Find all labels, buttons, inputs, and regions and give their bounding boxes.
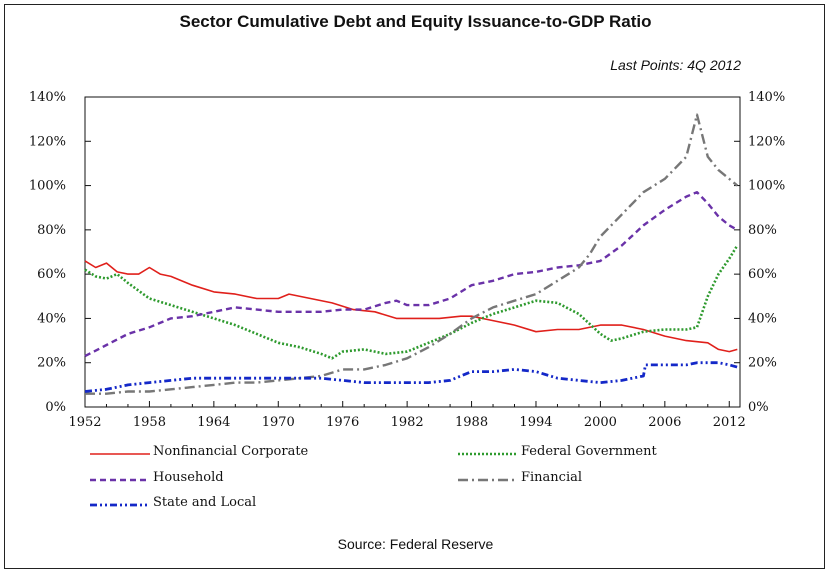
x-tick-label: 1970 [262, 415, 295, 430]
series-line-federal-government [84, 244, 739, 360]
series-layer [84, 113, 739, 395]
x-tick-label: 1976 [326, 415, 359, 430]
x-tick-label: 1958 [133, 415, 166, 430]
y-tick-label-right: 140% [748, 90, 785, 105]
y-tick-label-right: 80% [748, 223, 777, 238]
y-tick-label-right: 100% [748, 179, 785, 194]
x-tick-label: 1952 [68, 415, 101, 430]
y-tick-label-right: 120% [748, 134, 785, 149]
legend-label: Financial [521, 470, 582, 485]
y-tick-label-right: 0% [748, 400, 769, 415]
y-tick-label-left: 100% [29, 179, 66, 194]
x-tick-label: 1982 [391, 415, 424, 430]
chart-subtitle: Last Points: 4Q 2012 [610, 57, 741, 73]
y-tick-label-left: 40% [37, 311, 66, 326]
y-tick-label-right: 40% [748, 311, 777, 326]
x-tick-label: 2006 [648, 415, 681, 430]
x-tick-label: 1964 [197, 415, 230, 430]
series-line-financial [85, 113, 739, 395]
legend: Nonfinancial Corporate Federal Government… [90, 444, 658, 510]
legend-label: Household [153, 470, 224, 485]
y-tick-label-left: 80% [37, 223, 66, 238]
chart-source: Source: Federal Reserve [337, 536, 494, 552]
plot-border [84, 96, 741, 408]
y-tick-label-left: 60% [37, 267, 66, 282]
chart-title: Sector Cumulative Debt and Equity Issuan… [179, 12, 652, 31]
x-tick-label: 1994 [519, 415, 552, 430]
x-tick-label: 2000 [584, 415, 617, 430]
x-tick-label: 1988 [455, 415, 488, 430]
chart-frame [4, 4, 825, 569]
legend-label: State and Local [153, 495, 256, 510]
legend-label: Nonfinancial Corporate [153, 444, 309, 459]
x-tick-label: 2012 [713, 415, 746, 430]
y-tick-label-left: 0% [45, 400, 66, 415]
y-tick-label-left: 120% [29, 134, 66, 149]
chart-axes: 0% 0% 20% 20% 40% 40% 60% 60% 80% 80% 100% 100% 120%… [29, 90, 785, 430]
series-line-nonfinancial-corporate [84, 260, 738, 353]
series-line-household [84, 191, 738, 358]
y-tick-label-left: 20% [37, 356, 66, 371]
legend-label: Federal Government [521, 444, 658, 459]
y-tick-label-left: 140% [29, 90, 66, 105]
y-tick-label-right: 20% [748, 356, 777, 371]
series-line-state-and-local [84, 361, 738, 393]
y-tick-label-right: 60% [748, 267, 777, 282]
